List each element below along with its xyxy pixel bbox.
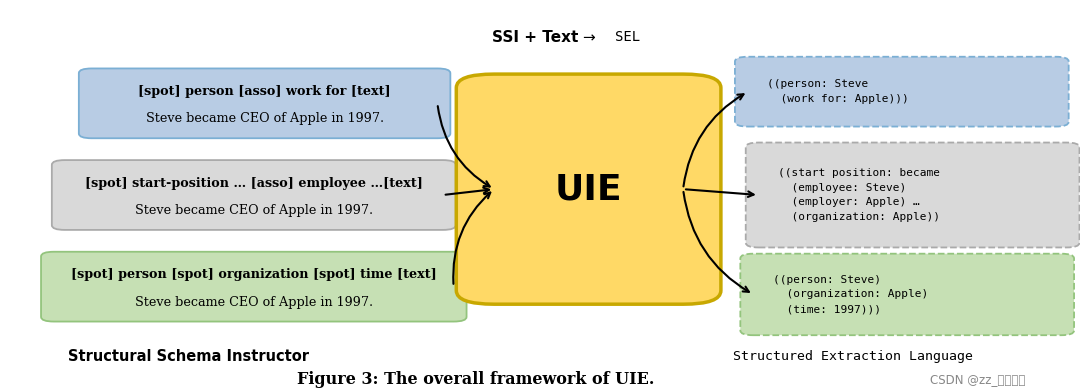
Text: ((person: Steve
  (work for: Apple))): ((person: Steve (work for: Apple))) (767, 79, 909, 104)
FancyBboxPatch shape (457, 74, 721, 304)
FancyBboxPatch shape (41, 252, 467, 321)
Text: Steve became CEO of Apple in 1997.: Steve became CEO of Apple in 1997. (135, 296, 373, 309)
Text: →: → (583, 30, 600, 44)
Text: Figure 3: The overall framework of UIE.: Figure 3: The overall framework of UIE. (297, 370, 653, 388)
Text: SEL: SEL (615, 30, 639, 44)
Text: Steve became CEO of Apple in 1997.: Steve became CEO of Apple in 1997. (135, 204, 373, 217)
Text: [spot] person [spot] organization [spot] time [text]: [spot] person [spot] organization [spot]… (71, 268, 436, 282)
Text: UIE: UIE (555, 172, 622, 206)
FancyBboxPatch shape (741, 254, 1074, 335)
Text: ((start position: became
  (employee: Steve)
  (employer: Apple) …
  (organizati: ((start position: became (employee: Stev… (778, 168, 940, 222)
Text: ((person: Steve)
  (organization: Apple)
  (time: 1997))): ((person: Steve) (organization: Apple) (… (773, 275, 928, 314)
Text: Steve became CEO of Apple in 1997.: Steve became CEO of Apple in 1997. (146, 112, 383, 126)
Text: CSDN @zz_走走停停: CSDN @zz_走走停停 (930, 372, 1025, 386)
Text: SSI + Text: SSI + Text (491, 30, 583, 44)
Text: Structured Extraction Language: Structured Extraction Language (733, 350, 973, 363)
Text: Structural Schema Instructor: Structural Schema Instructor (68, 349, 310, 364)
FancyBboxPatch shape (734, 57, 1069, 126)
Text: [spot] person [asso] work for [text]: [spot] person [asso] work for [text] (138, 85, 391, 98)
FancyBboxPatch shape (79, 69, 450, 138)
FancyBboxPatch shape (52, 160, 456, 230)
FancyBboxPatch shape (745, 142, 1080, 248)
Text: [spot] start-position … [asso] employee …[text]: [spot] start-position … [asso] employee … (85, 177, 422, 190)
